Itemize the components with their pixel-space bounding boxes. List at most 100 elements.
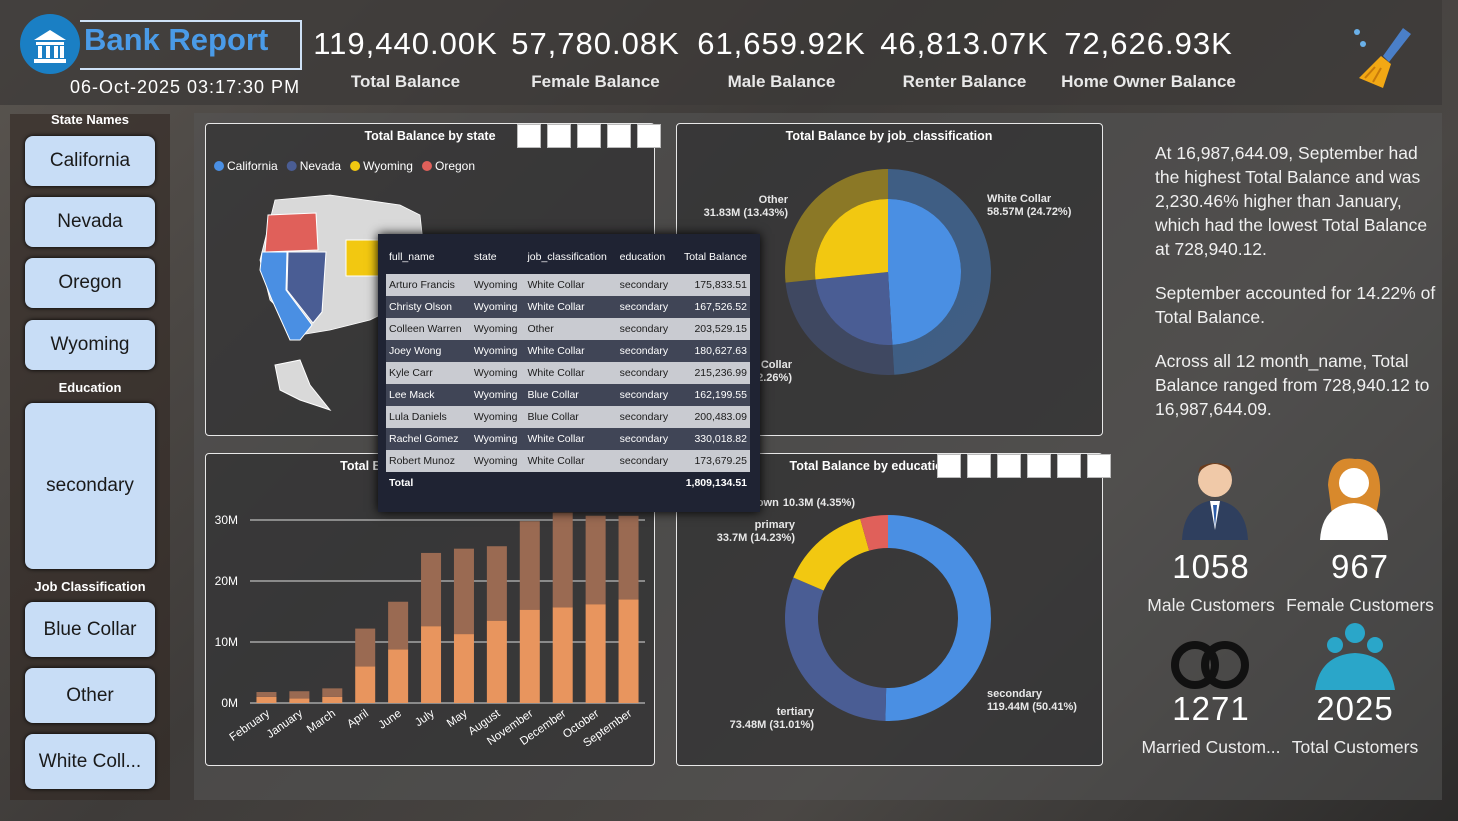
x-tick-label: April (345, 708, 371, 731)
total-row: Total 1,809,134.51 (386, 472, 750, 494)
pin-button[interactable] (517, 124, 541, 148)
filter-button[interactable] (1027, 454, 1051, 478)
column-header: full_name (389, 251, 435, 263)
table-row: Lula Daniels Wyoming Blue Collar secondary 2… (386, 406, 750, 428)
rings-icon (1171, 641, 1249, 689)
table-cell: 175,833.51 (694, 279, 747, 291)
copy-button[interactable] (547, 124, 571, 148)
table-cell: 203,529.15 (694, 323, 747, 335)
table-cell: White Collar (527, 367, 585, 379)
more-button[interactable] (637, 124, 661, 148)
table-cell: Wyoming (473, 455, 518, 467)
legend-label: Wyoming (363, 159, 413, 173)
ring-slice (785, 169, 888, 283)
table-cell: Blue Collar (527, 411, 579, 423)
alert-button[interactable] (997, 454, 1021, 478)
ring-slice (888, 169, 991, 375)
data-label-category: tertiary (777, 706, 815, 718)
alaska (274, 359, 332, 412)
slicer-button[interactable]: secondary (25, 403, 155, 569)
pin-button[interactable] (937, 454, 961, 478)
x-tick-label: May (445, 707, 470, 729)
slicer-button[interactable]: Other (25, 668, 155, 723)
table-cell: 167,526.52 (694, 301, 747, 313)
table-cell: secondary (619, 389, 669, 401)
legend-marker (286, 161, 297, 171)
table-cell: Wyoming (473, 367, 518, 379)
focus-button[interactable] (1057, 454, 1081, 478)
slicer-button[interactable]: Nevada (25, 197, 155, 247)
table-cell: Wyoming (473, 301, 518, 313)
kpi-value: 61,659.92K (697, 26, 866, 61)
more-button[interactable] (1087, 454, 1111, 478)
table-cell: Wyoming (473, 345, 518, 357)
focus-button[interactable] (607, 124, 631, 148)
customer-label: Total Customers (1291, 737, 1419, 757)
female-icon (1320, 458, 1388, 540)
clear-icon[interactable] (1345, 22, 1425, 97)
slice (793, 518, 870, 591)
bank-icon (20, 14, 80, 74)
legend-label: California (227, 159, 278, 173)
bar (388, 601, 409, 650)
column-header: education (619, 251, 666, 263)
narrative-paragraph: At 16,987,644.09, September had the high… (1155, 143, 1428, 259)
table-cell: Colleen Warren (389, 323, 462, 335)
customer-label: Female Customers (1286, 595, 1434, 615)
slicer-button[interactable]: Wyoming (25, 320, 155, 370)
bar (388, 649, 409, 703)
table-cell: White Collar (527, 301, 585, 313)
kpi-value: 119,440.00K (313, 26, 498, 61)
narrative: At 16,987,644.09, September had the high… (1155, 141, 1440, 441)
bar (322, 688, 343, 697)
filter-button[interactable] (577, 124, 601, 148)
table-cell: Robert Munoz (389, 455, 455, 467)
bar (421, 552, 442, 627)
table-cell: Rachel Gomez (389, 433, 459, 445)
total-value: 1,809,134.51 (685, 477, 747, 489)
group-icon (1315, 623, 1395, 690)
slicer-button[interactable]: White Coll... (25, 734, 155, 789)
copy-button[interactable] (967, 454, 991, 478)
table-cell: Arturo Francis (389, 279, 455, 291)
legend-label: Nevada (300, 159, 342, 173)
data-label-category: White Collar (987, 193, 1052, 205)
y-tick-label: 0M (221, 696, 238, 710)
table-cell: 173,679.25 (694, 455, 747, 467)
bar (618, 599, 639, 703)
table-cell: secondary (619, 279, 669, 291)
table-cell: 180,627.63 (694, 345, 747, 357)
kpi-label: Renter Balance (902, 72, 1027, 91)
data-label: secondary 119.44M (50.41%) (987, 688, 1077, 713)
slicer-button[interactable]: California (25, 136, 155, 186)
legend-marker (214, 161, 224, 171)
bar (519, 521, 540, 610)
table-cell: Wyoming (473, 389, 518, 401)
bar (421, 626, 442, 703)
bar (486, 620, 507, 703)
slice (785, 577, 887, 721)
slice (888, 199, 961, 345)
header-row: full_name state job_classification educatio… (386, 240, 750, 274)
bar (322, 696, 343, 703)
table-cell: secondary (619, 455, 669, 467)
chart-title: Total Balance by state (364, 129, 495, 143)
table-cell: Christy Olson (389, 301, 453, 313)
bar (486, 546, 507, 621)
bar (618, 515, 639, 600)
tooltip-table: full_name state job_classification educatio… (378, 234, 760, 512)
data-label-value: 58.57M (24.72%) (987, 206, 1072, 218)
column-header: Total Balance (683, 251, 747, 263)
table: full_name state job_classification educatio… (386, 240, 750, 494)
bar (453, 548, 474, 635)
kpi-label: Total Balance (350, 72, 461, 91)
slice (815, 199, 888, 280)
slicer-button[interactable]: Blue Collar (25, 602, 155, 657)
table-cell: 330,018.82 (694, 433, 747, 445)
slicer-button[interactable]: Oregon (25, 258, 155, 308)
data-label: primary 33.7M (14.23%) (717, 519, 796, 544)
data-label-value: 31.83M (13.43%) (704, 207, 789, 219)
table-cell: White Collar (527, 433, 585, 445)
x-tick-label: February (228, 707, 273, 743)
state-shape (264, 212, 319, 253)
